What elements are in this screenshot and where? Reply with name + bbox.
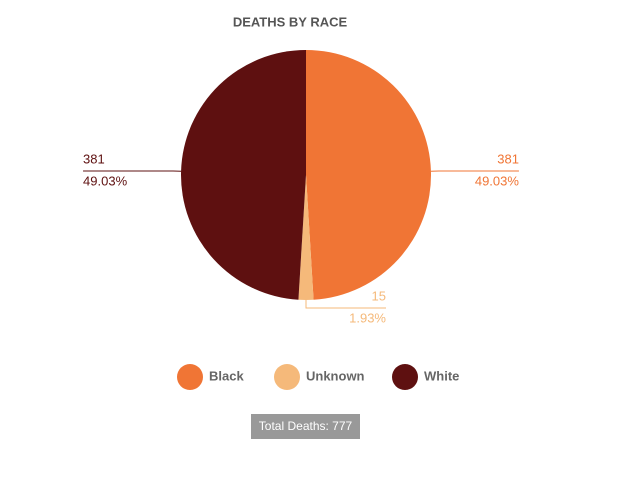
data-label: 15 — [372, 288, 386, 303]
data-label: 381 — [497, 151, 519, 166]
pie-slice — [181, 50, 306, 300]
legend-label: White — [424, 368, 459, 383]
legend-label: Unknown — [306, 368, 365, 383]
total-label: Total Deaths: 777 — [259, 419, 353, 433]
legend-swatch — [274, 364, 300, 390]
legend-label: Black — [209, 368, 244, 383]
percent-label: 49.03% — [475, 173, 520, 188]
legend-swatch — [177, 364, 203, 390]
data-label: 381 — [83, 151, 105, 166]
chart-title: DEATHS BY RACE — [233, 14, 348, 29]
legend-swatch — [392, 364, 418, 390]
percent-label: 49.03% — [83, 173, 128, 188]
pie-slice — [306, 50, 431, 300]
percent-label: 1.93% — [349, 310, 386, 325]
